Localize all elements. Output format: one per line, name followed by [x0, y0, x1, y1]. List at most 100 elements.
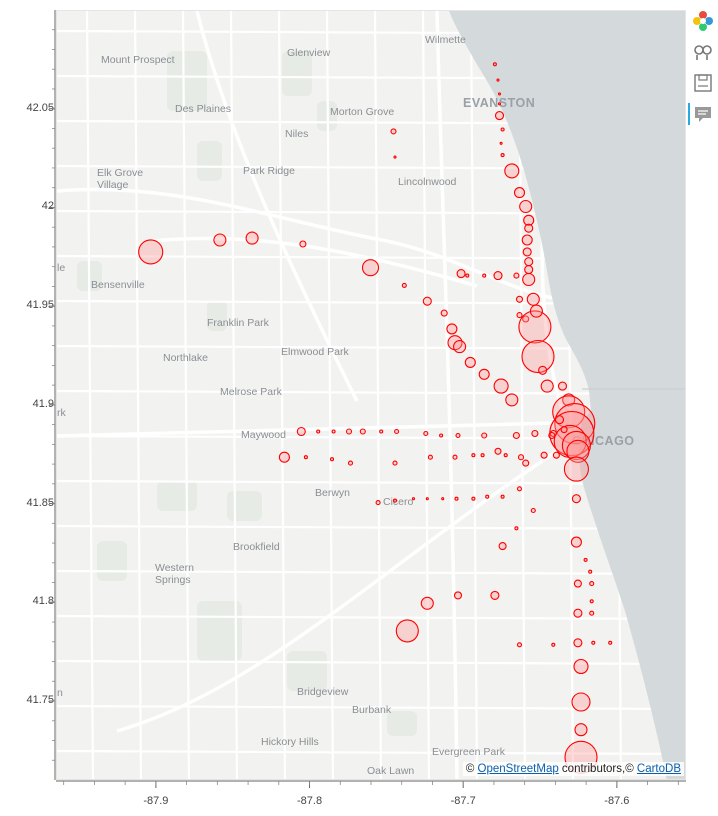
station-marker[interactable] — [446, 323, 458, 335]
osm-link[interactable]: OpenStreetMap — [477, 763, 559, 775]
station-marker[interactable] — [299, 240, 307, 248]
station-marker[interactable] — [499, 141, 503, 145]
carto-link[interactable]: CartoDB — [636, 763, 681, 775]
station-marker[interactable] — [440, 309, 448, 317]
hover-icon[interactable] — [688, 103, 714, 125]
station-marker[interactable] — [471, 453, 476, 458]
station-marker[interactable] — [454, 496, 459, 501]
station-marker[interactable] — [303, 455, 308, 460]
station-marker[interactable] — [513, 187, 526, 199]
station-marker[interactable] — [490, 590, 500, 600]
station-marker[interactable] — [512, 431, 520, 440]
station-marker[interactable] — [529, 304, 543, 318]
station-marker[interactable] — [566, 439, 590, 463]
station-marker[interactable] — [441, 497, 445, 501]
station-marker[interactable] — [583, 557, 588, 562]
station-marker[interactable] — [548, 431, 556, 440]
station-marker[interactable] — [245, 231, 259, 245]
station-marker[interactable] — [526, 292, 540, 306]
station-marker[interactable] — [498, 542, 507, 551]
station-marker[interactable] — [394, 428, 400, 435]
station-marker[interactable] — [574, 723, 588, 737]
station-marker[interactable] — [329, 457, 335, 462]
pan-icon[interactable] — [692, 41, 714, 63]
station-marker[interactable] — [395, 619, 419, 643]
station-marker[interactable] — [485, 494, 490, 499]
station-marker[interactable] — [540, 379, 554, 393]
station-marker[interactable] — [530, 507, 536, 514]
station-marker[interactable] — [423, 430, 429, 437]
station-marker[interactable] — [493, 378, 509, 394]
station-marker[interactable] — [560, 426, 568, 434]
station-marker[interactable] — [453, 340, 467, 354]
station-marker[interactable] — [379, 429, 384, 434]
station-marker[interactable] — [278, 451, 290, 463]
station-marker[interactable] — [482, 273, 487, 278]
station-marker[interactable] — [213, 233, 227, 247]
station-marker[interactable] — [571, 494, 581, 504]
station-marker[interactable] — [296, 426, 306, 437]
bokeh-logo-icon[interactable] — [692, 10, 714, 32]
station-marker[interactable] — [573, 608, 583, 618]
station-marker[interactable] — [515, 295, 524, 303]
station-marker[interactable] — [455, 432, 461, 439]
station-marker[interactable] — [411, 497, 416, 501]
station-marker[interactable] — [465, 273, 470, 278]
station-marker[interactable] — [478, 368, 490, 380]
station-marker[interactable] — [375, 500, 381, 506]
station-marker[interactable] — [518, 310, 552, 344]
station-marker[interactable] — [552, 451, 560, 459]
station-marker[interactable] — [522, 315, 530, 323]
station-marker[interactable] — [589, 581, 595, 587]
save-icon[interactable] — [692, 72, 714, 94]
station-marker[interactable] — [563, 456, 589, 482]
station-marker[interactable] — [494, 447, 502, 455]
station-marker[interactable] — [390, 128, 397, 135]
station-marker[interactable] — [521, 234, 533, 246]
station-marker[interactable] — [500, 494, 505, 499]
station-marker[interactable] — [554, 415, 565, 425]
station-marker[interactable] — [561, 430, 591, 460]
station-marker[interactable] — [505, 393, 519, 407]
station-marker[interactable] — [347, 460, 354, 466]
station-marker[interactable] — [497, 102, 502, 106]
station-marker[interactable] — [516, 642, 523, 648]
station-marker[interactable] — [500, 153, 505, 158]
station-marker[interactable] — [522, 459, 530, 467]
station-marker[interactable] — [521, 339, 555, 374]
station-marker[interactable] — [522, 272, 536, 287]
station-marker[interactable] — [516, 312, 523, 319]
station-marker[interactable] — [551, 642, 556, 647]
station-marker[interactable] — [481, 432, 488, 439]
station-marker[interactable] — [531, 429, 539, 438]
station-marker[interactable] — [345, 428, 353, 435]
station-marker[interactable] — [471, 496, 476, 501]
station-marker[interactable] — [422, 296, 432, 306]
station-marker[interactable] — [427, 454, 433, 460]
station-marker[interactable] — [523, 214, 535, 226]
station-marker[interactable] — [608, 640, 613, 645]
station-marker[interactable] — [425, 497, 429, 501]
station-marker[interactable] — [331, 429, 336, 434]
station-marker[interactable] — [571, 692, 591, 712]
station-marker[interactable] — [524, 223, 534, 233]
station-marker[interactable] — [573, 638, 583, 648]
station-marker[interactable] — [492, 62, 497, 67]
station-marker[interactable] — [517, 454, 525, 461]
station-marker[interactable] — [589, 599, 594, 604]
station-marker[interactable] — [392, 498, 398, 503]
station-marker[interactable] — [493, 271, 503, 281]
station-marker[interactable] — [361, 259, 380, 277]
station-marker[interactable] — [500, 127, 505, 132]
station-marker[interactable] — [516, 486, 523, 492]
station-marker[interactable] — [504, 163, 520, 179]
station-marker[interactable] — [573, 658, 589, 675]
station-marker[interactable] — [497, 92, 502, 96]
station-marker[interactable] — [513, 272, 520, 279]
station-marker[interactable] — [456, 269, 466, 279]
station-marker[interactable] — [316, 429, 321, 434]
station-marker[interactable] — [522, 247, 532, 257]
station-marker[interactable] — [494, 111, 505, 121]
